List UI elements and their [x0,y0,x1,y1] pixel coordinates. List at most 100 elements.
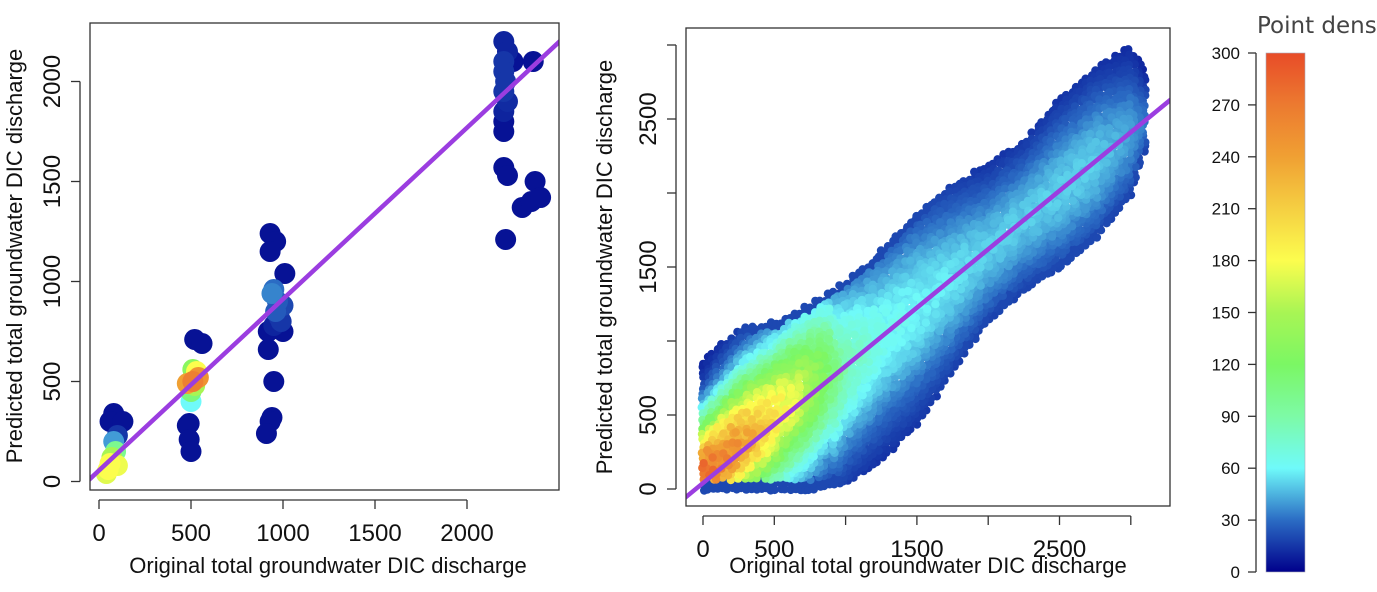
left-y-axis-title: Predicted total groundwater DIC discharg… [2,49,27,464]
left-fit-line [90,38,559,482]
density-point [1116,147,1125,157]
colorbar-tick-label: 60 [1221,459,1240,478]
density-point [1090,178,1100,187]
scatter-point [493,121,515,142]
density-point [824,334,834,344]
colorbar-tick-label: 30 [1221,511,1240,530]
density-point [941,337,951,347]
density-point [915,373,924,382]
density-point [974,241,983,250]
density-point [930,235,939,245]
density-point [1054,213,1063,223]
density-point [889,338,898,347]
density-point [782,435,791,444]
density-point [708,459,718,468]
density-point [945,187,954,196]
density-point [786,390,796,399]
density-point [926,266,935,275]
density-point [1034,174,1043,183]
colorbar-tick-label: 90 [1221,407,1240,426]
colorbar-tick-label: 300 [1212,44,1240,63]
density-point [1070,102,1080,111]
density-point [915,281,924,291]
scatter-point [522,51,544,72]
density-point [936,253,946,262]
density-point [712,423,722,432]
density-point [825,304,834,313]
right-y-axis-title: Predicted total groundwater DIC discharg… [592,60,617,475]
density-point [743,428,752,437]
colorbar-tick-label: 0 [1231,563,1240,582]
density-point [844,345,853,354]
density-point [897,302,906,311]
density-point [931,310,940,319]
density-point [931,260,940,270]
density-point [786,383,796,393]
density-point [850,330,859,339]
density-point [1095,130,1105,139]
density-point [1125,108,1135,117]
density-point [727,362,736,371]
density-point [826,425,835,434]
density-point [908,349,917,359]
density-point [956,285,966,294]
density-point [1102,158,1111,167]
density-point [906,256,915,265]
density-point [794,359,804,368]
density-point [1131,162,1140,172]
density-point [883,291,893,301]
density-point [1114,120,1123,129]
density-point [752,468,762,477]
right-y-tick-label: 500 [635,395,662,435]
density-point [757,398,766,408]
density-point [813,350,823,360]
scatter-point [524,171,546,192]
density-point [1019,200,1028,210]
colorbar-ticks: 0 30 60 90 120 150 180 210 240 270 300 [1212,44,1256,582]
density-point [852,377,861,387]
right-fit-line [686,97,1170,500]
density-point [840,300,849,310]
density-point [1077,148,1087,158]
density-point [1062,187,1072,196]
density-point [835,328,844,337]
density-point [825,328,834,338]
density-point [848,290,858,299]
density-point [770,409,779,418]
colorbar-tick-label: 180 [1212,252,1240,271]
density-point [1119,114,1128,124]
right-x-tick-label: 500 [754,536,794,563]
density-point [1027,128,1036,137]
density-point [995,254,1005,263]
left-x-tick-label: 0 [92,520,105,547]
colorbar-title: Point density [1257,13,1377,39]
density-point [1073,188,1082,197]
left-points [95,31,552,484]
density-point [1023,247,1032,256]
density-point [993,204,1002,214]
scatter-point [180,441,202,462]
density-point [794,373,803,382]
density-point [742,408,751,417]
left-y-tick-label: 500 [39,361,66,401]
density-point [1126,93,1135,103]
density-point [717,389,726,398]
density-point [1027,217,1036,227]
scatter-point [255,423,277,444]
density-point [931,300,940,309]
density-point [733,388,742,398]
density-point [879,369,888,378]
density-point [907,323,916,333]
density-point [833,474,843,483]
density-point [1086,236,1095,246]
density-point [855,339,864,349]
density-point [951,292,960,301]
scatter-point [259,241,281,262]
left-x-tick-label: 1500 [348,520,401,547]
density-point [747,415,756,424]
density-point [1125,100,1134,109]
density-point [1009,213,1018,223]
left-plot-frame [89,22,560,491]
density-point [989,219,998,228]
